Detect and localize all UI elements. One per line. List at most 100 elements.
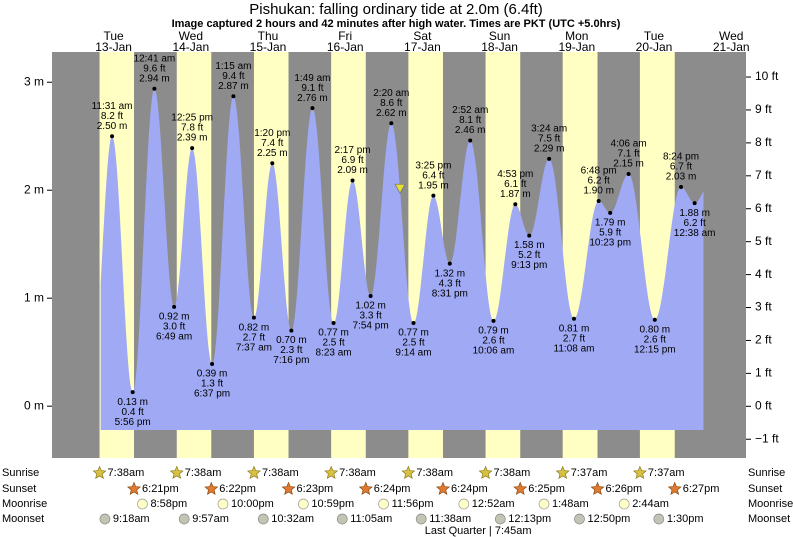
sunrise-icon bbox=[246, 465, 261, 480]
tide-label: 2.3 ft bbox=[280, 345, 302, 356]
moonset-time: 12:13pm bbox=[508, 513, 551, 525]
sunrise-icon bbox=[169, 465, 184, 480]
sunrise-time: 7:38am bbox=[262, 467, 299, 479]
tide-label: 3.3 ft bbox=[359, 311, 381, 322]
tide-label: 0.77 m bbox=[398, 328, 429, 339]
tide-label: 4.3 ft bbox=[439, 278, 461, 289]
tide-label: 7:37 am bbox=[236, 342, 272, 353]
water-layer bbox=[100, 88, 704, 430]
tide-point bbox=[210, 362, 215, 367]
moonset-time: 11:38am bbox=[429, 513, 471, 525]
moonset-time: 11:05am bbox=[350, 513, 392, 525]
date-label: 21-Jan bbox=[713, 40, 750, 54]
sunrise-time: 7:37am bbox=[648, 467, 685, 479]
sunrise-time: 7:38am bbox=[185, 467, 222, 479]
tide-label: 7.8 ft bbox=[181, 123, 203, 134]
moonrise-time: 2:44am bbox=[632, 498, 669, 510]
y2-tick-label: 4 ft bbox=[755, 267, 772, 281]
tide-label: 2:17 pm bbox=[334, 145, 370, 156]
sunset-time: 6:21pm bbox=[142, 483, 179, 495]
tide-point bbox=[608, 210, 613, 215]
date-label: 19-Jan bbox=[558, 40, 595, 54]
y2-tick-label: 2 ft bbox=[755, 333, 772, 347]
tide-label: 7:54 pm bbox=[353, 321, 389, 332]
sunset-icon bbox=[358, 481, 373, 496]
tide-label: 3.0 ft bbox=[163, 321, 185, 332]
weekday-label: Sat bbox=[413, 29, 432, 43]
tide-label: 9.4 ft bbox=[222, 71, 244, 82]
tide-point bbox=[331, 321, 336, 326]
moonrise-icon bbox=[538, 498, 550, 510]
weekday-label: Tue bbox=[644, 29, 665, 43]
y-tick-label: 3 m bbox=[24, 74, 44, 88]
moonrise-icon bbox=[618, 498, 630, 510]
tide-label: 0.82 m bbox=[239, 322, 270, 333]
tide-point bbox=[368, 294, 373, 299]
tide-label: 2.50 m bbox=[97, 121, 128, 132]
tide-label: 0.4 ft bbox=[122, 407, 144, 418]
sunset-time: 6:22pm bbox=[219, 483, 256, 495]
sunset-time: 6:24pm bbox=[451, 483, 488, 495]
tide-label: 8.2 ft bbox=[101, 111, 123, 122]
date-label: 17-Jan bbox=[404, 40, 441, 54]
moonrise-icon bbox=[217, 498, 229, 510]
tide-label: 7:16 pm bbox=[273, 355, 309, 366]
row-label: Sunrise bbox=[748, 467, 785, 479]
weekday-label: Sun bbox=[489, 29, 510, 43]
tide-label: 9:13 pm bbox=[511, 260, 547, 271]
moonrise-time: 1:48am bbox=[552, 498, 589, 510]
tide-label: 10:23 pm bbox=[589, 238, 631, 249]
moonset-time: 12:50pm bbox=[587, 513, 630, 525]
tide-label: 0.39 m bbox=[197, 369, 228, 380]
tide-label: 1.95 m bbox=[418, 180, 449, 191]
tide-label: 1.87 m bbox=[500, 189, 531, 200]
tide-label: 0.77 m bbox=[318, 328, 349, 339]
sunset-time: 6:23pm bbox=[297, 483, 334, 495]
sunrise-icon bbox=[401, 465, 416, 480]
tide-label: 9.6 ft bbox=[143, 63, 165, 74]
tide-label: 0.70 m bbox=[276, 335, 307, 346]
tide-point bbox=[447, 261, 452, 266]
tide-label: 0.92 m bbox=[159, 311, 190, 322]
tide-label: 0.81 m bbox=[559, 323, 590, 334]
tide-label: 6:48 pm bbox=[581, 166, 617, 177]
tide-point bbox=[491, 318, 496, 323]
weekday-label: Wed bbox=[719, 29, 743, 43]
tide-label: 6.2 ft bbox=[684, 218, 706, 229]
tide-label: 9.1 ft bbox=[301, 83, 323, 94]
sunrise-time: 7:38am bbox=[494, 467, 531, 479]
tide-label: 2.94 m bbox=[139, 73, 170, 84]
tide-label: 2.25 m bbox=[257, 148, 288, 159]
tide-label: 6.1 ft bbox=[504, 179, 526, 190]
y2-tick-label: 3 ft bbox=[755, 300, 772, 314]
tide-point bbox=[679, 184, 684, 189]
moonset-icon bbox=[257, 513, 269, 525]
tide-label: 2.6 ft bbox=[644, 334, 666, 345]
sunset-icon bbox=[126, 481, 142, 496]
tide-label: 2:52 am bbox=[452, 105, 488, 116]
row-label: Moonset bbox=[2, 513, 44, 525]
sunset-time: 6:26pm bbox=[605, 483, 642, 495]
row-label: Moonset bbox=[748, 513, 790, 525]
tide-point bbox=[350, 178, 355, 183]
tide-label: 6.9 ft bbox=[341, 155, 363, 166]
tide-label: 1:15 am bbox=[215, 61, 251, 72]
row-label: Sunrise bbox=[2, 467, 39, 479]
sunset-time: 6:27pm bbox=[683, 483, 720, 495]
y2-tick-label: 5 ft bbox=[755, 234, 772, 248]
tide-label: 12:38 am bbox=[674, 228, 716, 239]
date-label: 20-Jan bbox=[636, 40, 673, 54]
sunrise-time: 7:37am bbox=[571, 467, 608, 479]
tide-point bbox=[411, 321, 416, 326]
tide-label: 0.79 m bbox=[478, 326, 509, 337]
tide-label: 8:24 pm bbox=[663, 152, 699, 163]
date-label: 15-Jan bbox=[250, 40, 287, 54]
row-label: Moonrise bbox=[2, 498, 47, 510]
y-tick-label: 2 m bbox=[24, 182, 44, 196]
sunset-icon bbox=[667, 481, 682, 496]
tide-label: 2.5 ft bbox=[402, 338, 424, 349]
tide-label: 2.29 m bbox=[534, 144, 565, 155]
weekday-label: Wed bbox=[179, 29, 203, 43]
tide-label: 7.4 ft bbox=[261, 138, 283, 149]
tide-label: 2.62 m bbox=[376, 108, 407, 119]
